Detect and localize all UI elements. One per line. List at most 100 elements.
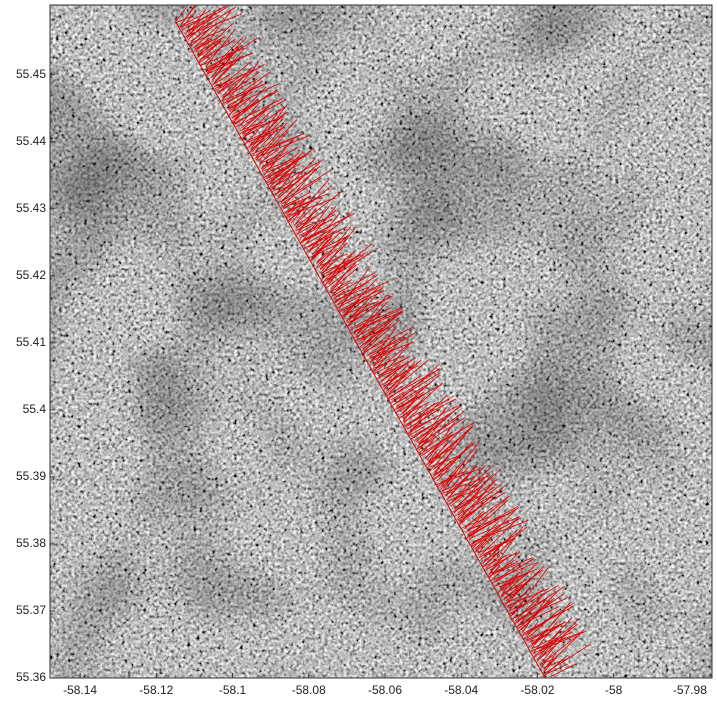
vector-decoration — [472, 520, 499, 549]
vector-decoration — [203, 39, 230, 65]
vector-decoration — [322, 252, 353, 283]
vector-decoration — [439, 461, 465, 491]
vector-decoration — [426, 442, 448, 469]
vector-decoration — [300, 205, 330, 244]
vector-decoration — [474, 537, 486, 550]
vector-decoration — [434, 428, 470, 474]
vector-decoration — [377, 355, 411, 377]
vector-decoration — [217, 63, 265, 94]
y-tick-label: 55.39 — [16, 469, 46, 483]
vector-decoration — [335, 274, 379, 302]
vector-decoration — [342, 285, 381, 319]
vector-decoration — [399, 400, 415, 416]
vector-decoration — [295, 191, 342, 228]
vector-decoration — [490, 551, 521, 582]
vector-decoration — [504, 584, 521, 599]
vector-decoration — [214, 78, 233, 90]
vector-decoration — [479, 516, 520, 556]
vector-decoration — [243, 111, 289, 138]
x-tick-label: -58.14 — [63, 683, 97, 697]
vector-decoration — [536, 637, 559, 662]
vector-decoration — [475, 509, 516, 551]
vector-decoration — [405, 402, 436, 429]
vector-decoration — [213, 48, 245, 85]
vector-decoration — [201, 39, 236, 60]
y-tick-label: 55.4 — [23, 402, 47, 416]
vector-decoration — [180, 11, 197, 29]
vector-decoration — [512, 567, 549, 616]
vector-decoration — [272, 169, 313, 192]
vector-decoration — [329, 267, 359, 292]
vector-decoration — [265, 168, 284, 180]
vector-decoration — [514, 596, 540, 622]
vector-decoration — [232, 92, 271, 122]
vector-decoration — [470, 519, 510, 546]
vector-decoration — [501, 573, 519, 595]
vector-decoration — [372, 340, 392, 367]
vector-decoration — [324, 256, 356, 286]
vector-decoration — [533, 631, 582, 651]
vector-decoration — [296, 224, 314, 235]
vector-decoration — [403, 395, 454, 427]
vector-decoration — [303, 229, 338, 249]
vector-decoration — [430, 438, 459, 465]
vector-decoration — [460, 496, 492, 525]
vector-decoration — [301, 209, 337, 238]
sar-shading — [50, 5, 712, 678]
vector-decoration — [249, 118, 284, 153]
vector-decoration — [280, 189, 294, 204]
vector-decoration — [345, 306, 362, 323]
vector-decoration — [371, 332, 416, 360]
vector-decoration — [448, 478, 484, 506]
vector-decoration — [373, 347, 390, 368]
vector-decoration — [350, 307, 402, 330]
vector-decoration — [498, 567, 525, 593]
x-tick-label: -57.98 — [673, 683, 707, 697]
vector-decoration — [392, 383, 429, 406]
vector-decoration — [277, 158, 316, 197]
vector-decoration — [230, 98, 244, 112]
vector-decoration — [376, 343, 410, 372]
vector-decoration — [492, 562, 522, 584]
x-tick-label: -58 — [605, 683, 623, 697]
vector-decoration — [482, 554, 509, 568]
vector-decoration — [418, 425, 439, 451]
vector-decoration — [355, 294, 388, 336]
vector-decoration — [363, 336, 388, 354]
vector-decoration — [532, 620, 559, 655]
vector-decoration — [536, 628, 562, 661]
vector-decoration — [417, 434, 437, 449]
vector-decoration — [255, 133, 280, 161]
vector-decoration — [459, 479, 497, 520]
vector-decoration — [205, 62, 224, 71]
vector-decoration — [176, 16, 191, 23]
vector-decoration — [317, 225, 352, 268]
vector-decoration — [321, 226, 357, 272]
vector-decoration — [488, 558, 502, 576]
vector-decoration — [245, 129, 259, 144]
vector-decoration — [491, 557, 534, 575]
vector-decoration — [239, 102, 260, 127]
vector-decoration — [228, 86, 253, 117]
vector-decoration — [267, 153, 310, 177]
vector-decoration — [187, 9, 207, 34]
vector-decoration — [229, 80, 263, 108]
vector-decoration — [186, 19, 201, 40]
vector-decoration — [526, 622, 538, 638]
vector-decoration — [288, 202, 304, 223]
vector-decoration — [338, 265, 371, 310]
vector-decoration — [312, 236, 328, 256]
vector-decoration — [403, 396, 426, 421]
vector-decoration — [270, 148, 315, 181]
vector-decoration — [205, 28, 236, 67]
vector-decoration — [282, 200, 297, 210]
vector-decoration — [417, 406, 447, 448]
x-tick-label: -58.08 — [292, 683, 326, 697]
vector-decoration — [477, 535, 494, 555]
vector-decoration — [416, 417, 466, 450]
vector-decoration — [410, 417, 435, 433]
vector-decoration — [310, 239, 329, 262]
vector-decoration — [266, 155, 304, 174]
vector-decoration — [371, 337, 396, 362]
vector-decoration — [486, 552, 518, 570]
